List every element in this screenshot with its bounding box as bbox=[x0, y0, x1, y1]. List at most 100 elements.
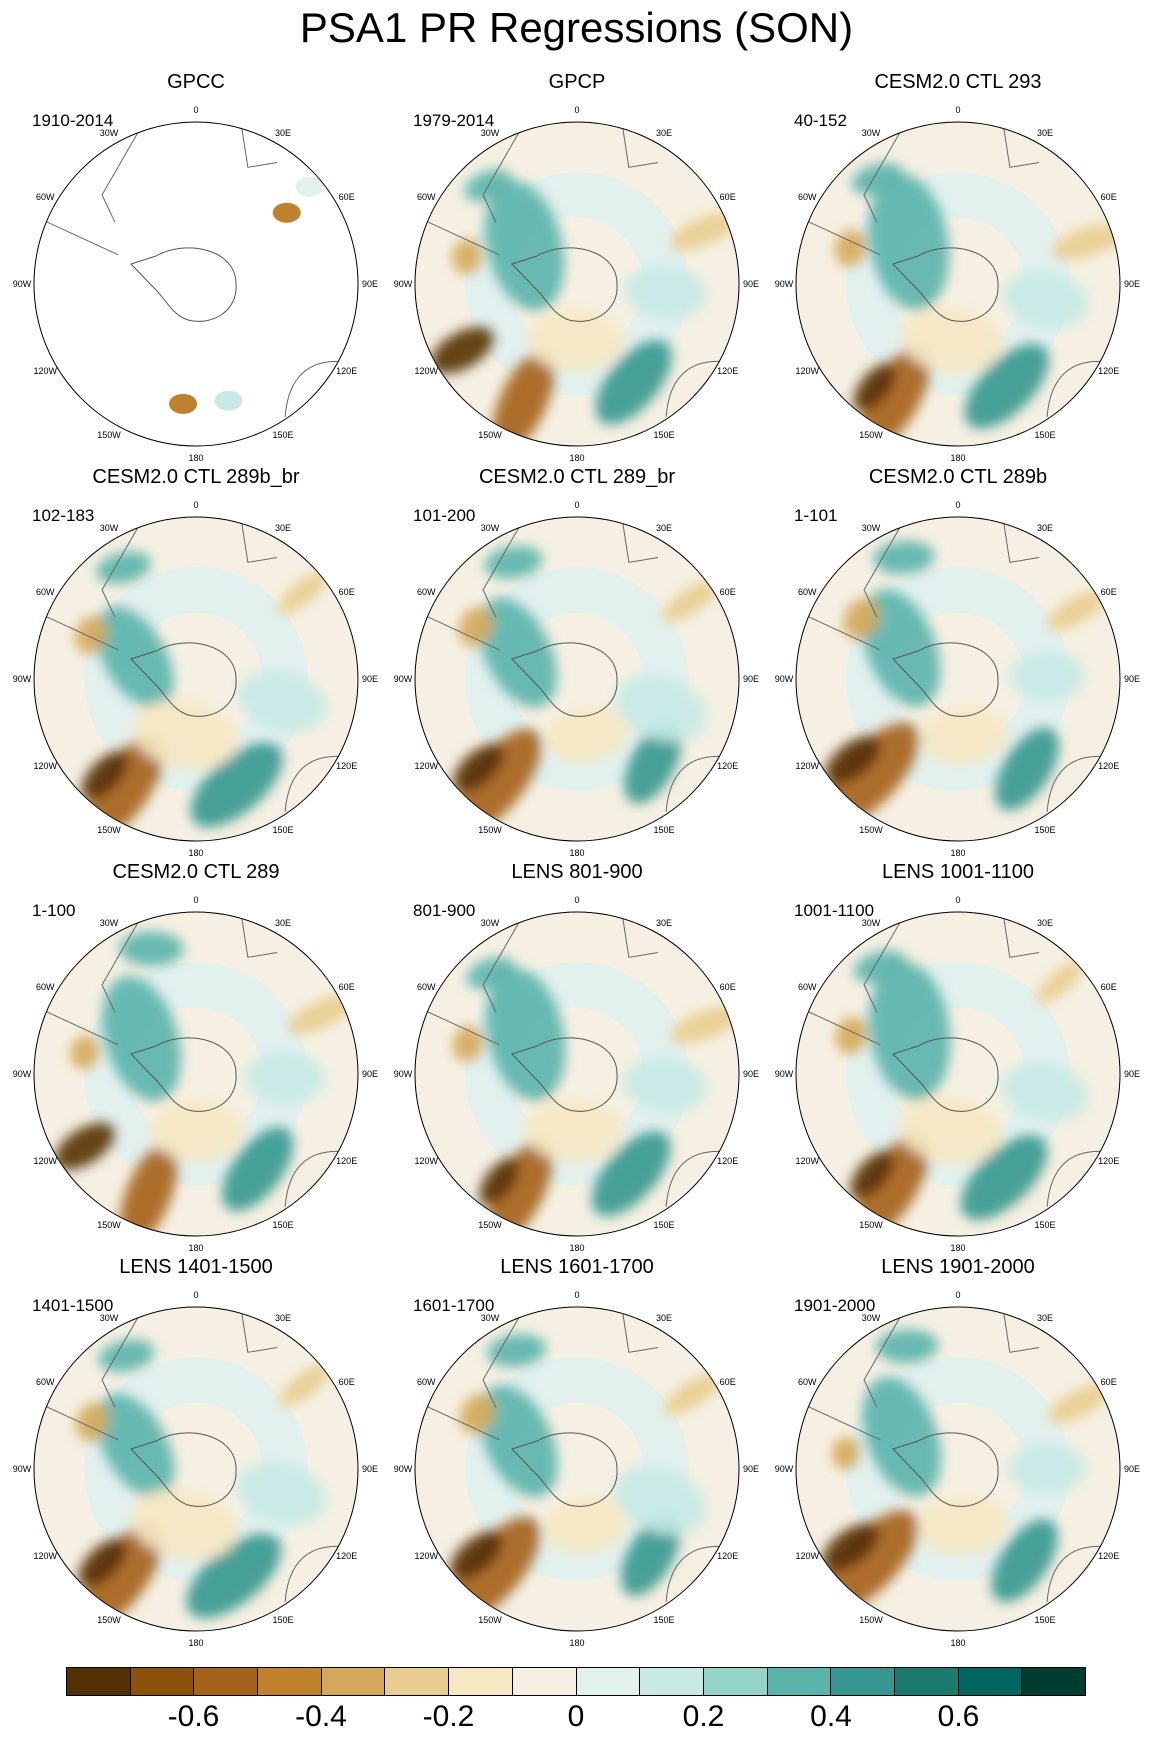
precip-anomaly-blob bbox=[670, 1005, 739, 1044]
longitude-label: 180 bbox=[950, 1243, 966, 1253]
longitude-label: 60W bbox=[417, 587, 436, 597]
coastline bbox=[863, 919, 902, 1013]
colorbar-tick-label: 0.6 bbox=[937, 1700, 980, 1733]
longitude-label: 120E bbox=[336, 366, 358, 376]
antarctica-coastline bbox=[130, 1037, 237, 1112]
coastline bbox=[482, 919, 521, 1013]
precip-anomaly-blob bbox=[960, 1135, 1048, 1220]
coastline bbox=[665, 360, 727, 417]
precip-anomaly-blob bbox=[545, 706, 630, 764]
longitude-label: 180 bbox=[950, 453, 966, 463]
longitude-label: 60W bbox=[36, 587, 55, 597]
longitude-label: 150E bbox=[653, 824, 675, 835]
coastline bbox=[796, 1005, 881, 1046]
longitude-label: 120W bbox=[414, 761, 439, 771]
longitude-label: 90E bbox=[361, 1069, 379, 1079]
longitude-label: 120W bbox=[795, 1551, 820, 1561]
longitude-label: 30W bbox=[99, 523, 119, 534]
longitude-label: 120W bbox=[795, 1156, 820, 1166]
panel-years: 1-101 bbox=[794, 506, 838, 525]
longitude-label: 60W bbox=[798, 1377, 817, 1387]
precip-anomaly-blob bbox=[295, 176, 324, 197]
longitude-label: 90W bbox=[393, 279, 413, 289]
panel-title: LENS 1601-1700 bbox=[500, 1256, 654, 1278]
longitude-label: 30E bbox=[655, 918, 673, 929]
precip-anomaly-blob bbox=[873, 541, 935, 575]
panel-years: 102-183 bbox=[32, 506, 95, 525]
precip-anomaly-blob bbox=[853, 950, 906, 983]
panel-years: 1901-2000 bbox=[794, 1296, 876, 1315]
colorbar-swatch bbox=[130, 1668, 195, 1695]
panel-title: LENS 1401-1500 bbox=[119, 1256, 273, 1278]
longitude-label: 120W bbox=[795, 366, 820, 376]
antarctica-coastline bbox=[892, 642, 999, 717]
longitude-label: 30W bbox=[480, 918, 500, 929]
longitude-label: 150W bbox=[97, 1614, 121, 1625]
longitude-label: 90E bbox=[742, 674, 760, 684]
coastline bbox=[101, 919, 140, 1013]
longitude-label: 150E bbox=[653, 1219, 675, 1230]
precip-anomaly-blob bbox=[78, 1538, 127, 1587]
coastline bbox=[665, 755, 727, 812]
precip-anomaly-blob bbox=[449, 1531, 503, 1580]
longitude-label: 60E bbox=[338, 192, 355, 202]
precip-anomaly-blob bbox=[452, 1025, 483, 1062]
longitude-label: 60E bbox=[1100, 982, 1117, 992]
longitude-label: 90E bbox=[742, 279, 760, 289]
coastline bbox=[1002, 125, 1040, 168]
colorbar-tick-label: -0.2 bbox=[422, 1700, 475, 1733]
coastline bbox=[665, 1150, 727, 1207]
precip-anomaly-blob bbox=[901, 307, 1003, 374]
panel-years: 1910-2014 bbox=[32, 111, 114, 130]
longitude-label: 180 bbox=[569, 1243, 585, 1253]
longitude-label: 30E bbox=[655, 523, 673, 534]
longitude-label: 30E bbox=[274, 918, 292, 929]
precip-anomaly-blob bbox=[855, 1133, 929, 1236]
precip-anomaly-blob bbox=[1008, 651, 1086, 701]
precip-anomaly-blob bbox=[526, 308, 625, 373]
precip-anomaly-blob bbox=[1001, 1061, 1090, 1122]
colorbar-swatch bbox=[194, 1668, 259, 1695]
coastline bbox=[863, 524, 902, 618]
precip-anomaly-blob bbox=[669, 212, 739, 251]
precip-anomaly-blob bbox=[236, 1461, 327, 1526]
map-border bbox=[33, 516, 359, 842]
longitude-label: 90E bbox=[742, 1069, 760, 1079]
precip-anomaly-blob bbox=[119, 931, 184, 967]
panel-years: 1-100 bbox=[32, 901, 76, 920]
polar-map bbox=[795, 911, 1121, 1237]
precip-anomaly-blob bbox=[98, 1339, 155, 1372]
longitude-label: 30W bbox=[99, 1313, 119, 1324]
antarctica-coastline bbox=[130, 247, 237, 322]
coastline bbox=[1046, 1545, 1108, 1602]
longitude-label: 60W bbox=[417, 192, 436, 202]
longitude-label: 150W bbox=[97, 1219, 121, 1230]
longitude-label: 120E bbox=[336, 1156, 358, 1166]
precip-anomaly-blob bbox=[834, 229, 867, 267]
longitude-label: 60E bbox=[338, 587, 355, 597]
coastline bbox=[240, 125, 278, 168]
polar-map bbox=[795, 516, 1121, 842]
longitude-label: 90W bbox=[774, 1069, 794, 1079]
panel-years: 40-152 bbox=[794, 111, 847, 130]
longitude-label: 90E bbox=[1123, 1069, 1141, 1079]
precip-anomaly-blob bbox=[1046, 589, 1108, 631]
precip-anomaly-blob bbox=[186, 1533, 282, 1618]
longitude-label: 30E bbox=[1036, 128, 1054, 139]
coastline bbox=[796, 1400, 881, 1441]
longitude-label: 0 bbox=[193, 105, 199, 115]
antarctica-coastline bbox=[892, 1432, 999, 1507]
longitude-label: 30W bbox=[99, 128, 119, 139]
longitude-label: 0 bbox=[193, 895, 199, 905]
longitude-label: 0 bbox=[955, 105, 961, 115]
precip-anomaly-blob bbox=[1047, 1383, 1111, 1424]
colorbar-tick-label: 0.2 bbox=[682, 1700, 725, 1733]
longitude-label: 90W bbox=[12, 279, 32, 289]
precip-anomaly-blob bbox=[623, 1056, 708, 1113]
longitude-label: 60W bbox=[417, 982, 436, 992]
longitude-label: 180 bbox=[950, 1638, 966, 1648]
precip-anomaly-blob bbox=[917, 1495, 1008, 1556]
longitude-label: 60E bbox=[719, 587, 736, 597]
colorbar-swatch bbox=[385, 1668, 450, 1695]
longitude-label: 0 bbox=[574, 895, 580, 905]
